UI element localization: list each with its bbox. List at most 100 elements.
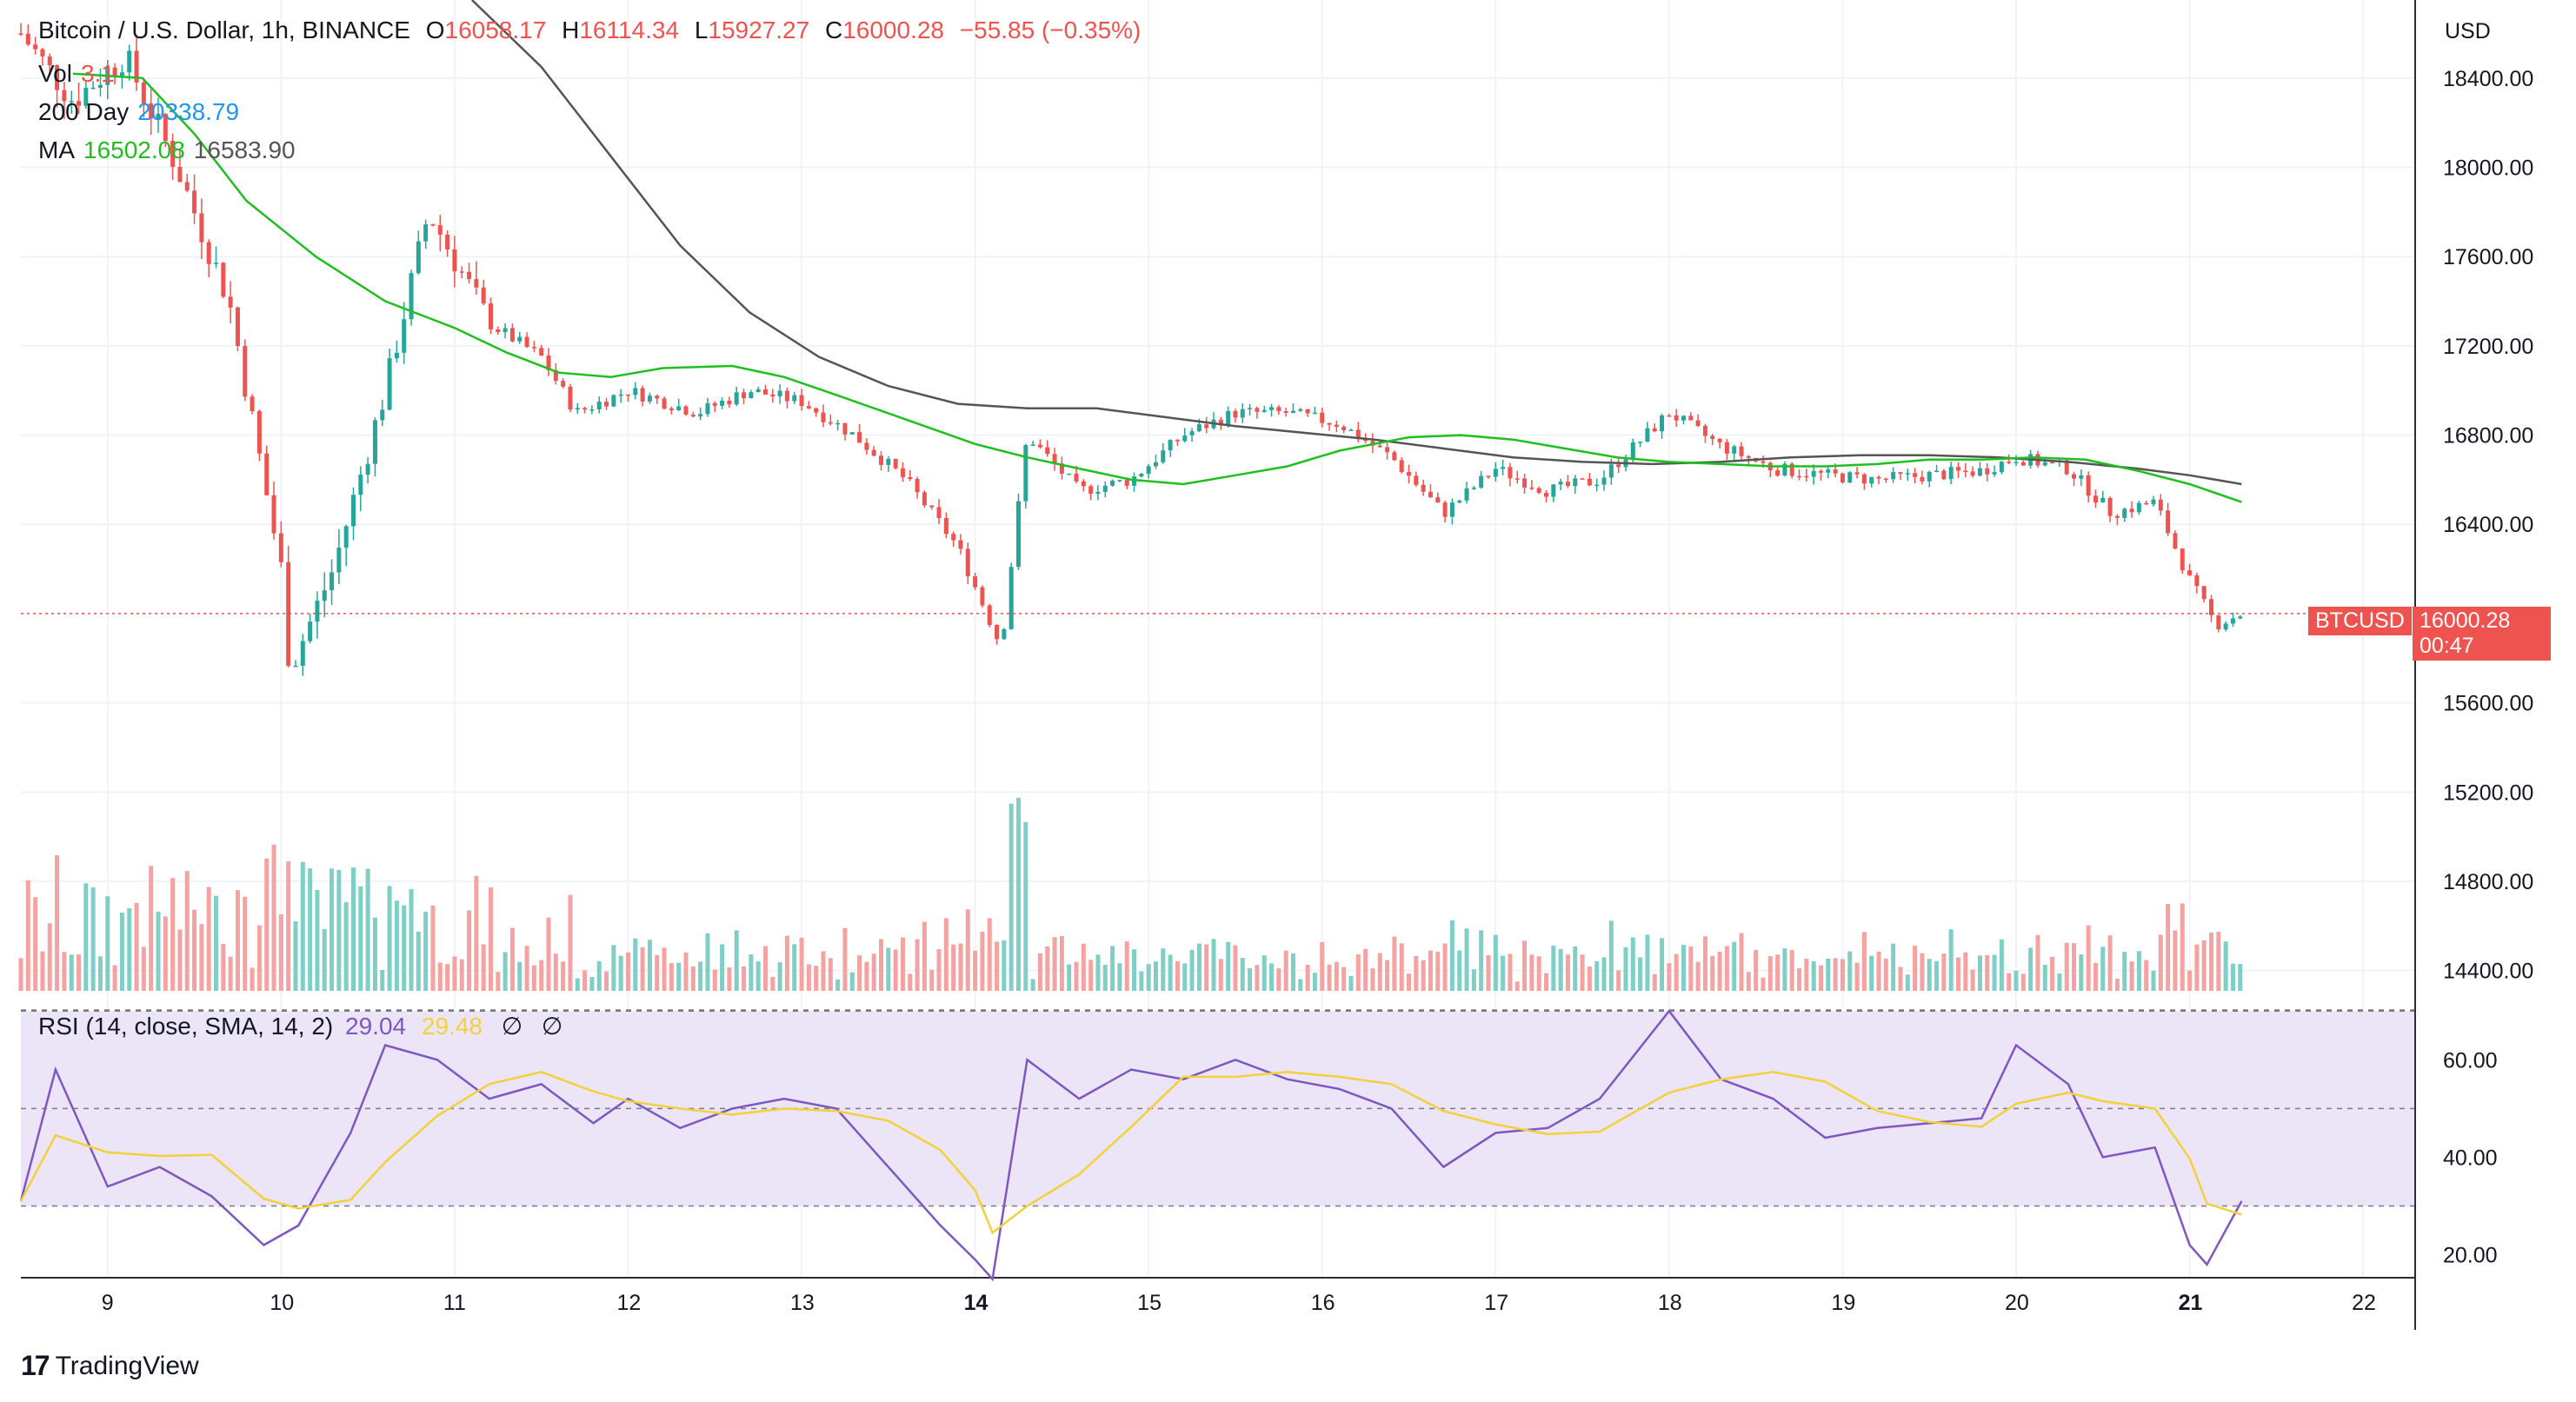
volume-bar (625, 952, 630, 991)
volume-bar (1804, 958, 1809, 991)
candle-body (1970, 471, 1975, 476)
candle-body (271, 495, 276, 534)
candle-body (625, 394, 630, 396)
price-change: −55.85 (−0.35%) (959, 17, 1142, 43)
candle-body (2122, 508, 2127, 518)
candle-body (134, 50, 139, 83)
volume-bar (1218, 959, 1223, 991)
volume-bar (1811, 960, 1816, 991)
candle-body (720, 400, 725, 406)
candle-body (1580, 478, 1585, 480)
volume-bar (1428, 950, 1433, 991)
volume-bar (2136, 951, 2141, 991)
ma-legend[interactable]: MA 16502.08 16583.90 (38, 136, 304, 165)
candle-body (539, 348, 544, 356)
tradingview-logo[interactable]: 17 TradingView (21, 1350, 199, 1382)
volume-bar (1761, 977, 1766, 991)
candle-body (509, 328, 515, 342)
candle-body (1218, 419, 1223, 426)
candle-body (1702, 425, 1707, 436)
candle-body (633, 388, 638, 395)
candle-body (1002, 628, 1007, 640)
candle-body (821, 412, 826, 422)
symbol-title: Bitcoin / U.S. Dollar, 1h, BINANCE (38, 17, 410, 43)
ma200-legend[interactable]: 200 Day 20338.79 (38, 97, 248, 127)
volume-bar (749, 953, 754, 991)
candle-body (2064, 460, 2069, 475)
volume-bar (2144, 960, 2149, 991)
volume-bar (1479, 930, 1484, 991)
volume-bar (835, 979, 841, 991)
volume-bar (799, 937, 804, 991)
candle-body (1840, 473, 1845, 483)
volume-bar (1594, 961, 1600, 991)
volume-legend[interactable]: Vol 3.1 (38, 59, 123, 89)
volume-bar (1767, 956, 1773, 991)
volume-bar (1189, 949, 1195, 991)
candle-body (1710, 435, 1715, 439)
volume-bar (2216, 931, 2221, 991)
candle-body (893, 458, 898, 468)
time-tick-label-6: 15 (1137, 1291, 1162, 1315)
volume-bar (568, 894, 573, 991)
volume-bar (199, 924, 204, 991)
volume-bar (958, 943, 963, 991)
volume-bar (1985, 954, 1990, 991)
candle-body (1008, 567, 1014, 629)
volume-bar (2042, 965, 2047, 991)
candle-body (1941, 470, 1947, 480)
volume-bar (1934, 960, 1940, 991)
volume-bar (372, 917, 377, 991)
volume-bar (1724, 946, 1729, 991)
volume-bar (1052, 937, 1057, 991)
candle-body (1645, 428, 1650, 442)
candle-body (1334, 424, 1339, 428)
volume-bar (1522, 940, 1528, 991)
volume-bar (2180, 903, 2185, 991)
candle-body (445, 234, 450, 250)
volume-bar (119, 912, 124, 991)
volume-bar (2230, 963, 2235, 991)
candle-body (2079, 475, 2084, 479)
volume-bar (1732, 941, 1737, 991)
candle-body (589, 409, 595, 411)
volume-bar (1565, 954, 1570, 991)
volume-bar (1702, 936, 1707, 991)
candle-body (47, 56, 52, 66)
candle-body (18, 33, 23, 36)
candle-body (915, 479, 920, 493)
candle-body (1536, 488, 1541, 494)
volume-bar (655, 954, 660, 991)
volume-bar (1746, 972, 1751, 991)
volume-bar (784, 935, 789, 991)
price-tick-label-4: 16800.00 (2443, 424, 2533, 449)
volume-bar (792, 944, 797, 991)
volume-bar (1941, 953, 1947, 991)
candle-body (1913, 473, 1918, 477)
candle-body (1305, 409, 1310, 414)
volume-bar (1573, 946, 1578, 991)
volume-bar (1861, 932, 1867, 991)
volume-bar (2166, 904, 2171, 991)
currency-label[interactable]: USD (2445, 19, 2491, 43)
volume-bar (1008, 803, 1014, 991)
volume-bar (2122, 952, 2127, 991)
candle-body (112, 67, 117, 76)
candle-body (1312, 412, 1317, 415)
volume-bar (394, 900, 399, 991)
volume-bar (1363, 948, 1368, 991)
volume-bar (170, 878, 176, 991)
volume-bar (951, 944, 956, 991)
volume-bar (437, 962, 443, 991)
rsi-legend[interactable]: RSI (14, close, SMA, 14, 2) 29.04 29.48 … (38, 1012, 562, 1040)
candle-body (1992, 472, 1997, 475)
candle-body (141, 82, 146, 104)
volume-bar (886, 947, 891, 991)
volume-bar (589, 977, 595, 991)
volume-bar (727, 967, 732, 991)
candle-body (973, 575, 978, 588)
volume-bar (467, 910, 472, 991)
volume-bar (1037, 953, 1042, 991)
